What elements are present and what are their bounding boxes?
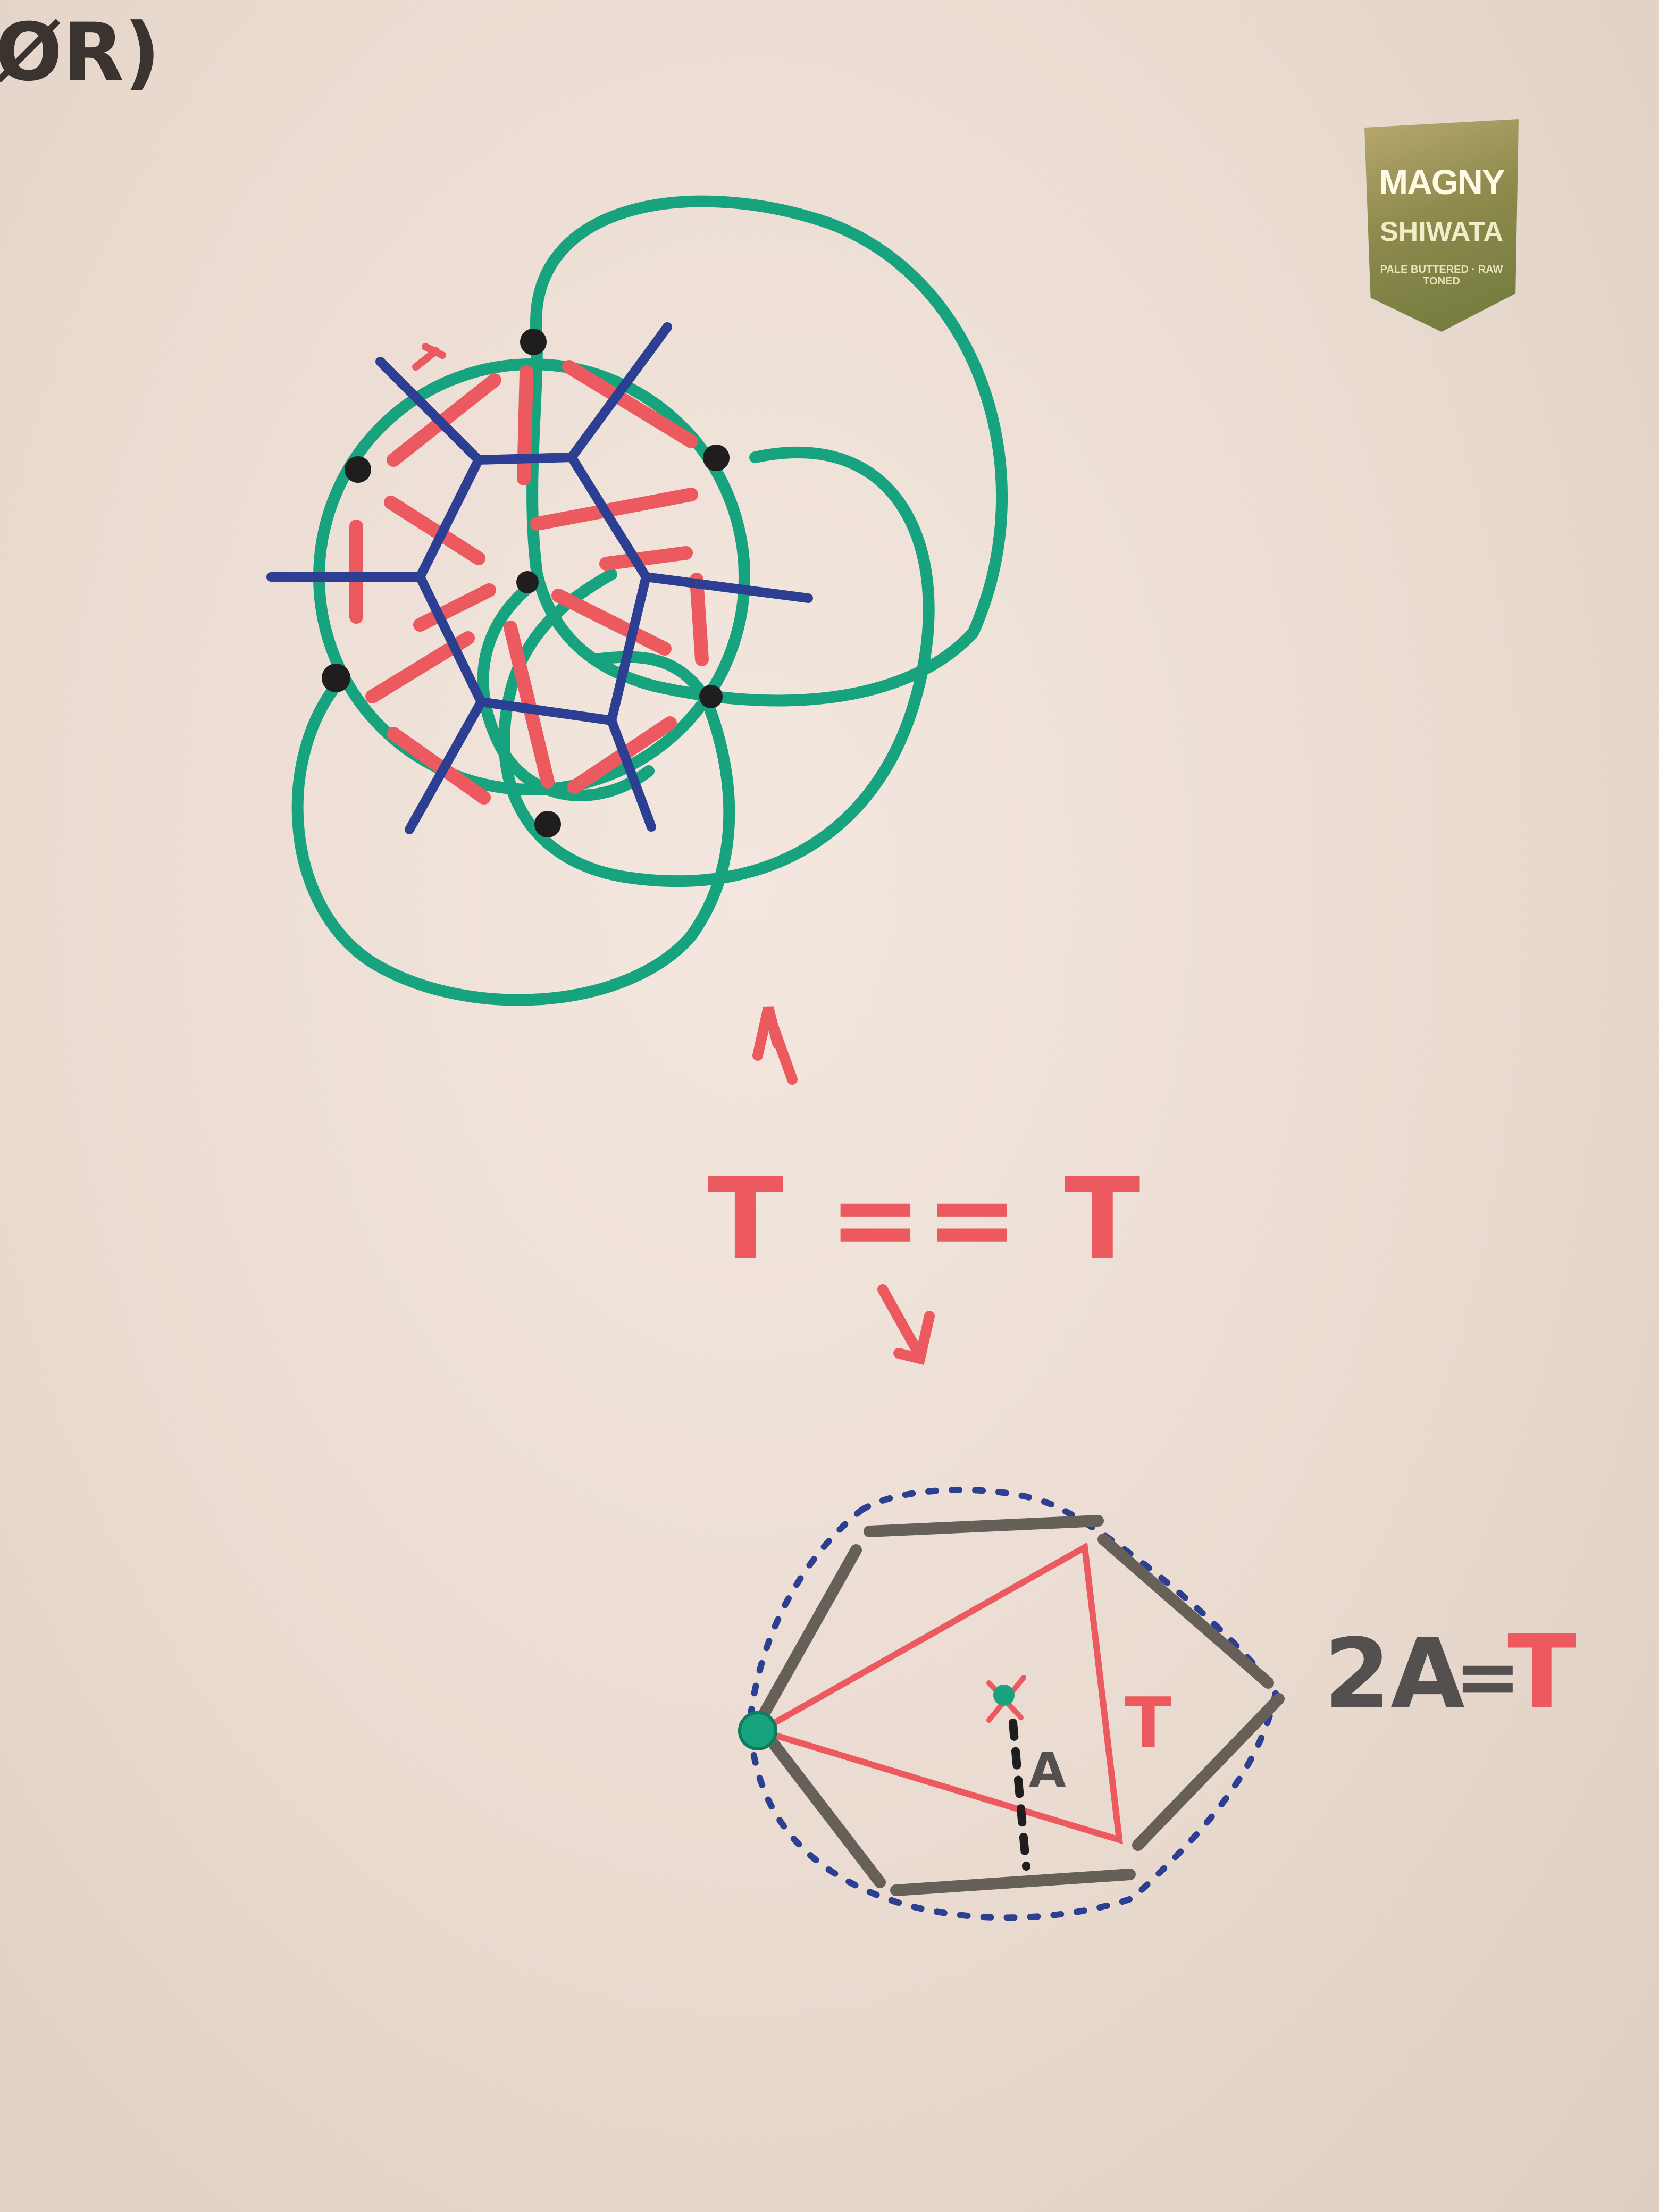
down-arrow (877, 1284, 935, 1365)
vertex-dot (699, 685, 723, 708)
dotted-outline (746, 1486, 1280, 1921)
small-arrow-mark (412, 343, 446, 371)
vertex-dot (345, 456, 371, 483)
vertex-dot (322, 664, 350, 692)
sticker-name: SHIWATA (1379, 216, 1504, 247)
vertex-green-dot (738, 1711, 777, 1750)
hexagon-figure (738, 1486, 1285, 1921)
center-dot (993, 1685, 1015, 1706)
beer-label-sticker: MAGNY SHIWATA PALE BUTTERED · RAW TONED (1364, 119, 1519, 332)
vertex-dot (520, 329, 547, 355)
relation-label: T == T (707, 1154, 1144, 1284)
vertex-dot (516, 571, 539, 593)
vertex-dot (703, 445, 730, 471)
equation-lhs: 2A (1324, 1619, 1465, 1730)
hexagon-area-label: A (1029, 1742, 1066, 1798)
hexagon-triangle-label: T (1125, 1682, 1172, 1763)
tiling-figure (266, 195, 1008, 1006)
apothem-dashed (1009, 1719, 1030, 1871)
sticker-brand: MAGNY (1379, 162, 1505, 202)
equation-rhs: T (1507, 1613, 1577, 1731)
sticker-small-print: PALE BUTTERED · RAW TONED (1380, 264, 1503, 287)
red-triangle (752, 1542, 1124, 1845)
gray-hexagon (755, 1515, 1285, 1896)
green-loops (291, 195, 1008, 1006)
equation-eq: = (1454, 1631, 1521, 1723)
blue-hexagon-network (266, 322, 813, 834)
corner-label: ØR) (0, 6, 161, 99)
up-arrow (752, 1006, 798, 1085)
vertex-dot (534, 811, 561, 837)
black-vertices (322, 329, 730, 837)
